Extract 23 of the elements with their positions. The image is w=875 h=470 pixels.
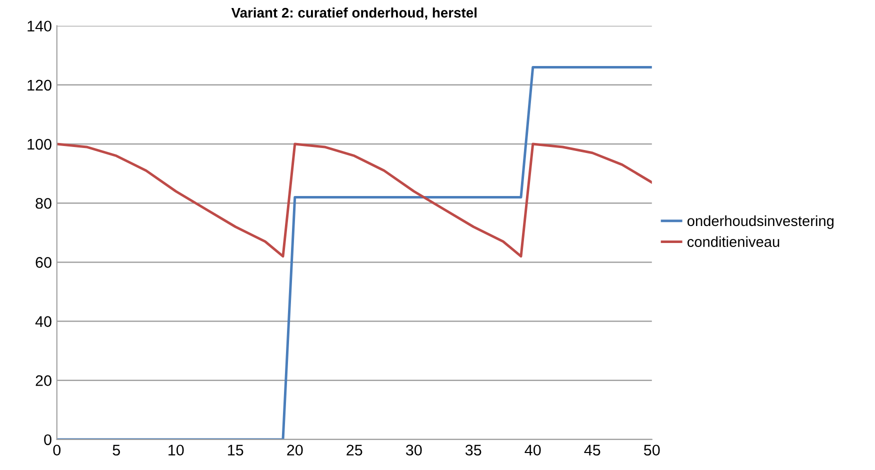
x-tick-label: 50 — [644, 444, 660, 456]
y-tick-label: 60 — [36, 257, 52, 268]
line-series — [56, 142, 652, 258]
x-tick-label: 30 — [406, 444, 422, 456]
x-tick-label: 35 — [465, 444, 482, 456]
y-tick-label: 140 — [28, 20, 52, 32]
y-tick-label: 20 — [36, 375, 52, 386]
y-tick-label: 100 — [28, 138, 52, 150]
legend-label: conditieniveau — [687, 236, 780, 248]
chart-title: Variant 2: curatief onderhoud, herstel — [231, 7, 476, 20]
y-tick-label: 40 — [35, 316, 52, 327]
x-tick-label: 5 — [112, 444, 120, 456]
x-tick-label: 15 — [228, 444, 244, 456]
y-tick-label: 0 — [44, 434, 52, 446]
legend-label: onderhoudsinvestering — [687, 215, 834, 230]
y-tick-label: 80 — [36, 198, 52, 209]
x-tick-label: 10 — [168, 444, 184, 456]
x-tick-label: 40 — [524, 444, 541, 456]
x-tick-label: 20 — [287, 444, 303, 456]
x-tick-label: 0 — [53, 444, 61, 456]
x-tick-label: 45 — [584, 444, 600, 456]
y-tick-label: 120 — [28, 80, 52, 91]
x-tick-label: 25 — [346, 444, 362, 456]
